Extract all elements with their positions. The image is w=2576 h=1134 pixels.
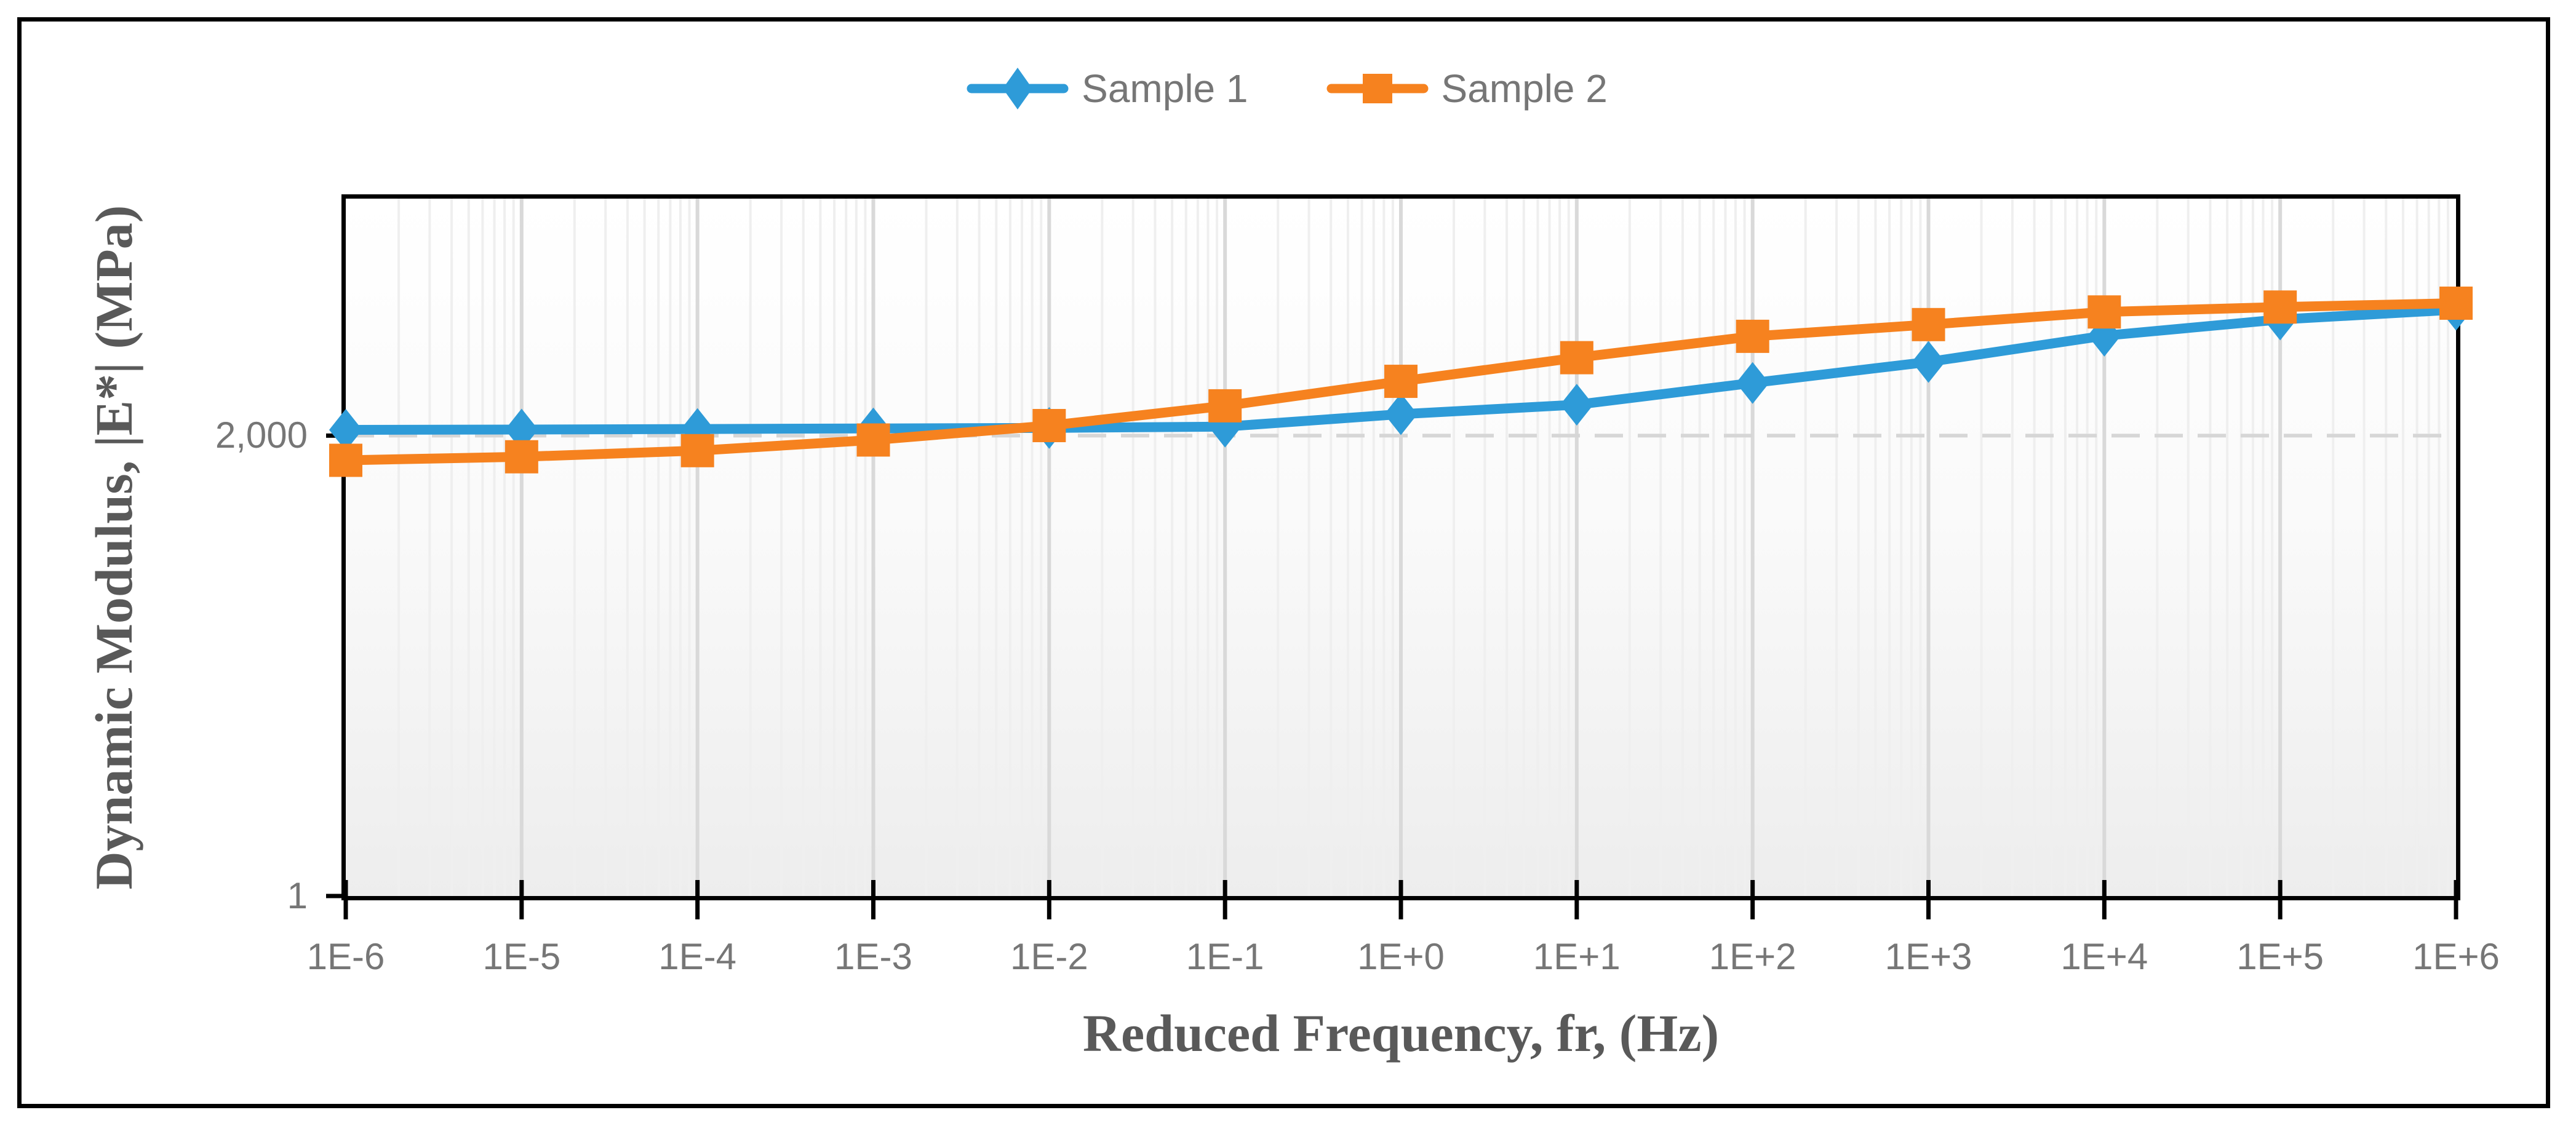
data-point-marker[interactable] bbox=[680, 434, 714, 467]
data-point-marker[interactable] bbox=[2088, 314, 2121, 357]
data-point-marker[interactable] bbox=[2088, 295, 2121, 329]
data-point-marker[interactable] bbox=[2439, 287, 2473, 320]
plot-canvas[interactable] bbox=[326, 199, 2473, 919]
data-point-marker[interactable] bbox=[1912, 307, 1945, 341]
x-tick-label: 1E-5 bbox=[482, 936, 561, 977]
x-tick-label: 1E+6 bbox=[2412, 936, 2500, 977]
x-tick-label: 1E+0 bbox=[1357, 936, 1445, 977]
data-point-marker[interactable] bbox=[1560, 384, 1593, 426]
data-point-marker[interactable] bbox=[856, 423, 890, 457]
x-tick-label: 1E-4 bbox=[658, 936, 737, 977]
data-point-marker[interactable] bbox=[1736, 319, 1769, 353]
data-point-marker[interactable] bbox=[504, 408, 538, 451]
x-axis-title: Reduced Frequency, fr, (Hz) bbox=[1082, 1004, 1720, 1063]
data-point-marker[interactable] bbox=[1560, 341, 1593, 375]
legend-label-sample-2: Sample 2 bbox=[1441, 66, 1608, 111]
x-tick-label: 1E+4 bbox=[2060, 936, 2148, 977]
data-point-marker[interactable] bbox=[2263, 290, 2297, 324]
legend: Sample 1 Sample 2 bbox=[0, 59, 2576, 118]
y-tick-label: 1 bbox=[287, 875, 308, 916]
x-tick-label: 1E+5 bbox=[2236, 936, 2324, 977]
legend-label-sample-1: Sample 1 bbox=[1082, 66, 1248, 111]
legend-item-sample-2[interactable]: Sample 2 bbox=[1326, 59, 1608, 118]
data-point-marker[interactable] bbox=[1912, 341, 1945, 383]
x-tick-label: 1E-1 bbox=[1186, 936, 1264, 977]
x-tick-label: 1E-2 bbox=[1010, 936, 1088, 977]
x-tick-label: 1E-3 bbox=[834, 936, 912, 977]
data-point-marker[interactable] bbox=[1384, 393, 1418, 435]
data-point-marker[interactable] bbox=[1208, 389, 1242, 422]
data-point-marker[interactable] bbox=[329, 408, 362, 451]
y-axis-title: Dynamic Modulus, |E*| (MPa) bbox=[84, 205, 143, 890]
legend-item-sample-1[interactable]: Sample 1 bbox=[967, 59, 1248, 118]
x-tick-label: 1E+2 bbox=[1709, 936, 1796, 977]
y-tick-label: 2,000 bbox=[215, 414, 308, 456]
sample-2-line-square-swatch bbox=[1326, 74, 1428, 103]
plot-area[interactable] bbox=[326, 194, 2473, 919]
data-point-marker[interactable] bbox=[504, 440, 538, 474]
data-point-marker[interactable] bbox=[1384, 365, 1418, 398]
data-point-marker[interactable] bbox=[1736, 362, 1769, 404]
sample-1-line-diamond-swatch bbox=[967, 68, 1069, 109]
x-tick-label: 1E+3 bbox=[1884, 936, 1972, 977]
x-tick-label: 1E-6 bbox=[306, 936, 385, 977]
data-point-marker[interactable] bbox=[329, 443, 362, 477]
x-tick-label: 1E+1 bbox=[1533, 936, 1621, 977]
data-point-marker[interactable] bbox=[1032, 409, 1066, 443]
